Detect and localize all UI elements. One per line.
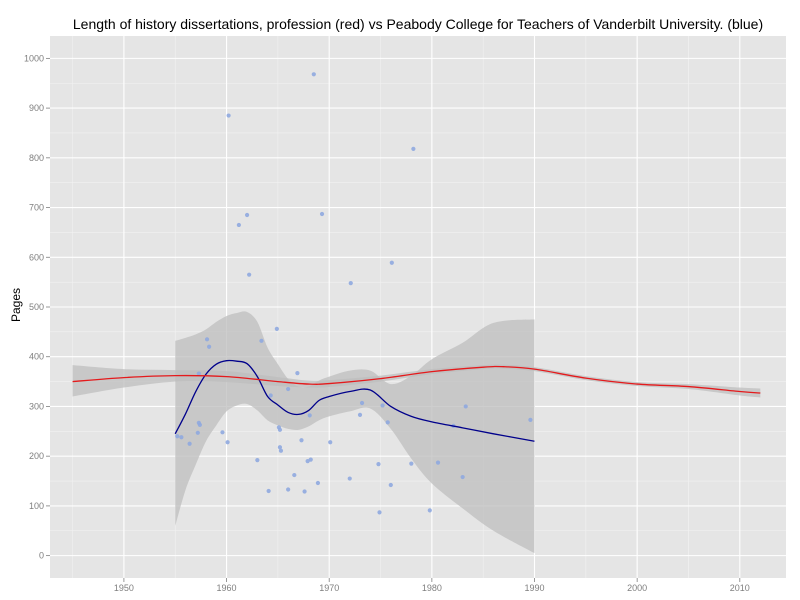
data-point bbox=[225, 440, 230, 445]
data-point bbox=[175, 434, 180, 439]
plot-area: 1950 1960 1970 1980 1990 2000 2010 0 100 200 300 40… bbox=[24, 36, 786, 593]
data-point bbox=[278, 448, 284, 453]
y-tick-label: 700 bbox=[29, 203, 44, 213]
x-tick-label: 1950 bbox=[114, 583, 134, 593]
data-point bbox=[244, 212, 250, 218]
y-tick-label: 800 bbox=[29, 153, 44, 163]
data-point bbox=[302, 489, 307, 494]
y-tick-label: 0 bbox=[39, 551, 44, 561]
data-point bbox=[376, 462, 381, 467]
y-tick-label: 900 bbox=[29, 103, 44, 113]
data-point bbox=[427, 508, 432, 513]
data-point bbox=[528, 417, 533, 422]
data-point bbox=[385, 420, 390, 425]
y-tick-label: 400 bbox=[29, 352, 44, 362]
data-point bbox=[409, 461, 414, 466]
data-point bbox=[247, 272, 252, 277]
data-point bbox=[259, 338, 264, 343]
data-point bbox=[226, 113, 231, 118]
data-point bbox=[348, 281, 353, 286]
data-point bbox=[197, 422, 202, 427]
data-point bbox=[328, 440, 333, 445]
data-point bbox=[196, 371, 201, 376]
data-point bbox=[307, 413, 312, 418]
data-point bbox=[255, 458, 260, 463]
y-axis-label: Pages bbox=[9, 288, 23, 322]
profession-smooth-ci-band bbox=[72, 364, 761, 398]
data-point bbox=[311, 72, 316, 77]
data-point bbox=[299, 438, 304, 443]
x-tick-label: 1990 bbox=[524, 583, 544, 593]
x-tick-label: 1970 bbox=[319, 583, 339, 593]
y-tick-label: 200 bbox=[29, 451, 44, 461]
data-point bbox=[207, 344, 212, 349]
peabody-smooth-line bbox=[174, 359, 535, 442]
data-point bbox=[277, 427, 283, 432]
data-point bbox=[315, 480, 321, 486]
data-point bbox=[389, 260, 394, 265]
data-point bbox=[308, 457, 313, 462]
data-point bbox=[357, 412, 363, 418]
y-tick-label: 300 bbox=[29, 401, 44, 411]
data-point bbox=[292, 472, 297, 478]
data-point bbox=[377, 510, 382, 515]
data-point bbox=[380, 403, 385, 408]
data-point bbox=[236, 222, 241, 228]
data-point bbox=[319, 211, 325, 217]
data-point bbox=[274, 326, 279, 331]
data-point bbox=[277, 445, 283, 450]
data-point bbox=[295, 371, 300, 376]
chart-title: Length of history dissertations, profess… bbox=[73, 16, 763, 32]
y-tick-label: 600 bbox=[29, 252, 44, 262]
y-tick-label: 500 bbox=[29, 302, 44, 312]
data-point bbox=[388, 482, 393, 488]
data-point bbox=[359, 400, 365, 406]
data-point bbox=[268, 393, 273, 398]
x-tick-label: 1980 bbox=[422, 583, 442, 593]
y-tick-label: 100 bbox=[29, 501, 44, 511]
data-point bbox=[435, 460, 441, 465]
data-point bbox=[220, 430, 225, 435]
data-point bbox=[195, 430, 200, 435]
data-point bbox=[286, 386, 291, 392]
data-point bbox=[463, 404, 468, 409]
data-point bbox=[411, 146, 416, 151]
data-point bbox=[266, 488, 271, 494]
data-point bbox=[204, 337, 210, 342]
profession-smooth-line bbox=[72, 365, 761, 394]
data-point bbox=[460, 474, 465, 480]
data-point bbox=[187, 441, 192, 446]
data-point bbox=[347, 476, 352, 481]
x-tick-label: 1960 bbox=[217, 583, 237, 593]
x-tick-label: 2010 bbox=[730, 583, 750, 593]
x-tick-label: 2000 bbox=[627, 583, 647, 593]
y-tick-label: 1000 bbox=[24, 53, 44, 63]
data-point bbox=[179, 435, 184, 440]
data-point bbox=[286, 487, 291, 492]
